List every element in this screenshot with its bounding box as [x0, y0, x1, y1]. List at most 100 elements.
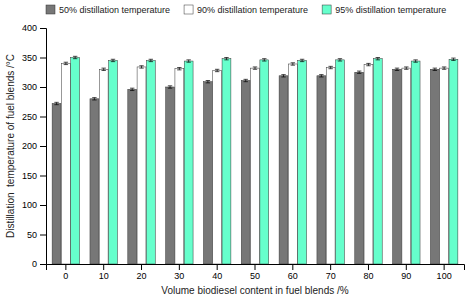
bar	[146, 60, 155, 264]
tick-mark	[40, 235, 46, 236]
tick-mark	[103, 264, 104, 270]
error-bar	[101, 68, 105, 70]
error-bar	[404, 67, 408, 69]
tick-label: 0	[32, 259, 37, 269]
bar	[52, 104, 61, 264]
chart-svg: 50% distillation temperature 90% distilla…	[0, 0, 474, 300]
tick-label: 250	[22, 112, 37, 122]
bar	[393, 69, 402, 264]
error-bar	[433, 68, 437, 70]
bar	[213, 70, 222, 264]
axis-line	[40, 29, 47, 265]
chart-container: 50% distillation temperature 90% distilla…	[0, 0, 474, 300]
tick-mark	[40, 146, 46, 147]
tick-mark	[40, 264, 46, 265]
error-bar	[243, 79, 247, 81]
tick: 30	[174, 264, 184, 281]
error-bars	[73, 56, 456, 62]
legend-label: 50% distillation temperature	[59, 5, 170, 15]
error-bar	[64, 62, 68, 64]
tick: 50	[250, 264, 260, 281]
tick-label: 50	[27, 230, 37, 240]
tick-label: 10	[99, 271, 109, 281]
error-bar	[300, 59, 304, 61]
legend-swatch	[184, 5, 193, 14]
tick-mark	[444, 264, 445, 270]
error-bar	[291, 63, 295, 65]
error-bar	[262, 59, 266, 61]
legend-swatch	[322, 5, 331, 14]
tick: 20	[137, 264, 147, 281]
bar	[279, 76, 288, 264]
bar	[251, 68, 260, 264]
tick: 80	[363, 264, 373, 281]
bar	[175, 69, 184, 264]
error-bars	[64, 62, 447, 71]
tick: 150	[22, 171, 46, 181]
error-bar	[130, 88, 134, 90]
legend-label: 95% distillation temperature	[335, 5, 446, 15]
marks	[52, 56, 458, 264]
tick-label: 20	[137, 271, 147, 281]
bar	[440, 68, 449, 264]
error-bar	[395, 68, 399, 70]
bar	[355, 72, 364, 264]
tick-label: 400	[22, 23, 37, 33]
x-axis: 0102030405060708090100	[47, 264, 465, 281]
legend-label: 90% distillation temperature	[197, 5, 308, 15]
legend-item: 95% distillation temperature	[322, 5, 446, 15]
bar	[317, 76, 326, 264]
legend-item: 50% distillation temperature	[46, 5, 170, 15]
legend-swatch	[46, 5, 55, 14]
bar	[298, 60, 307, 264]
bar	[241, 81, 250, 264]
x-axis-title: Volume biodiesel content in fuel blends …	[161, 285, 348, 296]
y-axis: 0 50 100 150 200 250 300 350 400	[22, 23, 47, 269]
bar	[222, 59, 231, 264]
tick: 60	[288, 264, 298, 281]
error-bar	[319, 75, 323, 77]
tick: 10	[99, 264, 109, 281]
error-bar	[92, 98, 96, 100]
bar	[203, 82, 212, 264]
bar	[449, 59, 458, 264]
tick-label: 70	[326, 271, 336, 281]
bar	[402, 68, 411, 264]
bar	[373, 59, 382, 264]
bar	[364, 65, 373, 264]
bar-series	[61, 62, 448, 264]
tick-mark	[40, 117, 46, 118]
bar	[166, 87, 175, 264]
tick-mark	[292, 264, 293, 270]
tick-mark	[179, 264, 180, 270]
tick: 90	[401, 264, 411, 281]
axis-line	[47, 265, 465, 271]
tick-mark	[40, 205, 46, 206]
tick: 350	[22, 53, 46, 63]
tick-label: 90	[401, 271, 411, 281]
error-bar	[281, 75, 285, 77]
tick-label: 60	[288, 271, 298, 281]
tick: 200	[22, 141, 46, 151]
tick-label: 300	[22, 82, 37, 92]
error-bar	[139, 66, 143, 68]
tick-label: 50	[250, 271, 260, 281]
tick: 40	[212, 264, 222, 281]
bar	[137, 67, 146, 264]
error-bar	[111, 59, 115, 61]
bar	[109, 60, 118, 264]
tick-mark	[40, 87, 46, 88]
bar	[288, 64, 297, 264]
bar-series	[71, 56, 458, 264]
error-bar	[168, 86, 172, 88]
tick: 250	[22, 112, 46, 122]
error-bar	[186, 60, 190, 62]
bar	[184, 61, 193, 264]
error-bar	[328, 66, 332, 68]
tick-mark	[406, 264, 407, 270]
tick: 100	[22, 200, 46, 210]
y-axis-title: Distillation temperature of fuel blends …	[5, 54, 16, 238]
tick-label: 350	[22, 53, 37, 63]
error-bar	[177, 68, 181, 70]
error-bar	[442, 67, 446, 69]
